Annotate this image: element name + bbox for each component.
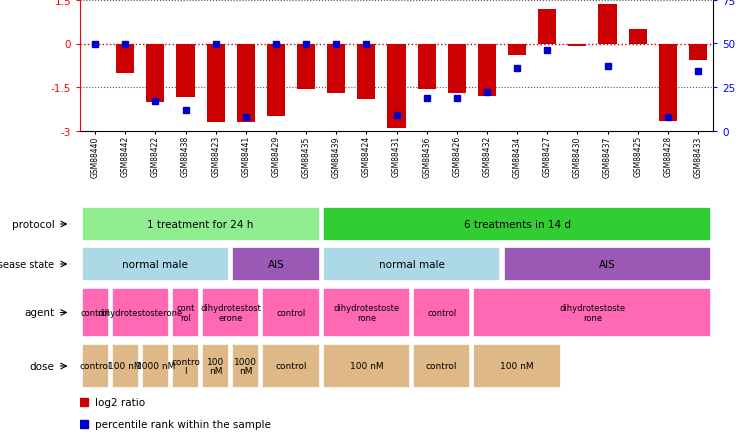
Text: dihydrotestosterone: dihydrotestosterone: [98, 308, 183, 317]
Text: AIS: AIS: [268, 260, 284, 270]
Bar: [147, 44, 165, 102]
Text: 100 nM: 100 nM: [349, 362, 383, 371]
Text: percentile rank within the sample: percentile rank within the sample: [95, 419, 271, 429]
Bar: [689, 44, 707, 60]
Bar: [659, 44, 677, 122]
Bar: [598, 5, 616, 44]
Text: 100 nM: 100 nM: [108, 362, 142, 371]
Bar: [263, 345, 319, 388]
Text: normal male: normal male: [378, 260, 444, 270]
Bar: [202, 345, 229, 388]
Text: AIS: AIS: [599, 260, 616, 270]
Text: 1000 nM: 1000 nM: [135, 362, 175, 371]
Text: log2 ratio: log2 ratio: [95, 397, 145, 407]
Text: contro
l: contro l: [171, 357, 200, 375]
Bar: [327, 44, 346, 94]
Bar: [413, 345, 470, 388]
Text: protocol: protocol: [12, 220, 55, 230]
Text: 1000
nM: 1000 nM: [234, 357, 257, 375]
Bar: [267, 44, 285, 117]
Text: control: control: [275, 362, 307, 371]
Bar: [232, 345, 260, 388]
Text: dihydrotestoste
rone: dihydrotestoste rone: [334, 303, 399, 322]
Bar: [413, 288, 470, 338]
Bar: [322, 207, 711, 242]
Text: cont
rol: cont rol: [177, 303, 194, 322]
Bar: [111, 345, 139, 388]
Bar: [568, 44, 586, 47]
Bar: [448, 44, 466, 94]
Bar: [322, 288, 410, 338]
Bar: [232, 247, 319, 282]
Bar: [473, 288, 711, 338]
Bar: [82, 247, 229, 282]
Text: normal male: normal male: [123, 260, 188, 270]
Bar: [172, 345, 199, 388]
Bar: [473, 345, 561, 388]
Bar: [116, 44, 134, 73]
Bar: [358, 44, 375, 100]
Text: 6 treatments in 14 d: 6 treatments in 14 d: [464, 220, 571, 230]
Text: control: control: [81, 308, 110, 317]
Bar: [508, 44, 526, 56]
Bar: [503, 247, 711, 282]
Bar: [263, 288, 319, 338]
Bar: [628, 30, 647, 44]
Bar: [478, 44, 496, 97]
Bar: [172, 288, 199, 338]
Text: control: control: [276, 308, 306, 317]
Bar: [417, 44, 435, 89]
Text: agent: agent: [24, 308, 55, 318]
Text: 100 nM: 100 nM: [500, 362, 534, 371]
Bar: [82, 207, 319, 242]
Text: dose: dose: [29, 361, 55, 371]
Text: disease state: disease state: [0, 260, 55, 270]
Bar: [237, 44, 255, 123]
Bar: [322, 345, 410, 388]
Text: dihydrotestoste
rone: dihydrotestoste rone: [560, 303, 625, 322]
Text: 100
nM: 100 nM: [207, 357, 224, 375]
Text: dihydrotestost
erone: dihydrotestost erone: [200, 303, 261, 322]
Bar: [322, 247, 500, 282]
Bar: [142, 345, 169, 388]
Text: control: control: [427, 308, 456, 317]
Text: control: control: [426, 362, 458, 371]
Bar: [297, 44, 315, 89]
Bar: [202, 288, 260, 338]
Bar: [177, 44, 194, 98]
Bar: [206, 44, 224, 123]
Text: control: control: [79, 362, 111, 371]
Bar: [387, 44, 405, 129]
Bar: [82, 288, 108, 338]
Bar: [111, 288, 169, 338]
Text: 1 treatment for 24 h: 1 treatment for 24 h: [147, 220, 254, 230]
Bar: [82, 345, 108, 388]
Bar: [538, 10, 557, 44]
